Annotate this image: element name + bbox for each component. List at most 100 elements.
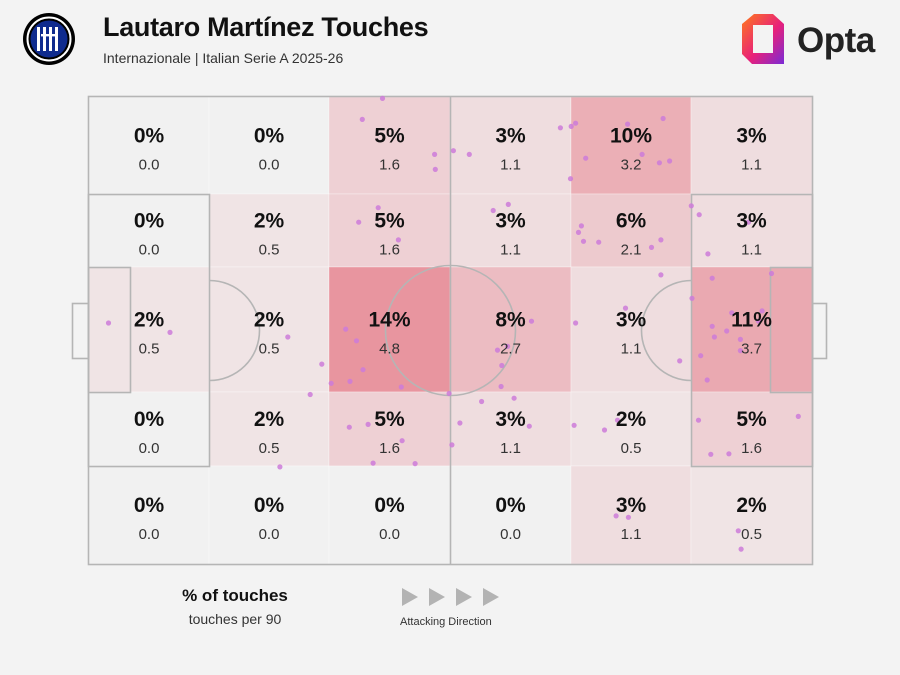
opta-mark-icon: [742, 14, 784, 64]
touch-dot: [567, 176, 574, 182]
touch-dot: [466, 151, 472, 157]
touch-dot: [695, 417, 702, 423]
heat-cell-r5-c4: [449, 465, 572, 565]
touch-dot: [768, 270, 775, 277]
cell-per90-label: 0.5: [621, 440, 642, 457]
heat-cell-r4-c2: [208, 391, 330, 467]
cell-percent-label: 3%: [616, 494, 647, 517]
cell-per90-label: 1.1: [500, 157, 521, 174]
heat-cell-r3-c6: [690, 266, 813, 393]
cell-percent-label: 0%: [254, 494, 285, 517]
cell-per90-label: 0.5: [741, 526, 762, 543]
heat-cell-r3-c2: [208, 266, 330, 393]
heat-cell-r5-c3: [328, 465, 451, 565]
cell-percent-label: 0%: [495, 494, 526, 517]
touch-dot: [398, 384, 404, 390]
touch-dot: [346, 424, 352, 430]
touch-dot: [660, 115, 666, 122]
cell-per90-label: 0.0: [259, 526, 280, 543]
chart-subtitle: Internazionale | Italian Serie A 2025-26: [103, 50, 344, 66]
cell-per90-label: 0.5: [259, 440, 280, 457]
cell-percent-label: 5%: [374, 408, 405, 431]
cell-per90-label: 2.7: [500, 341, 521, 358]
heat-cell-r1-c6: [690, 96, 813, 195]
touch-dot: [528, 318, 535, 324]
touch-dot: [505, 201, 511, 207]
cell-per90-label: 0.0: [139, 440, 160, 457]
touch-dot: [356, 219, 362, 225]
cell-percent-label: 3%: [616, 309, 647, 332]
cell-percent-label: 14%: [368, 309, 410, 332]
heat-cell-r1-c5: [570, 96, 692, 195]
touch-dot: [365, 421, 371, 427]
touch-dot: [343, 326, 349, 332]
cell-per90-label: 0.0: [259, 157, 280, 174]
touch-dots: [105, 95, 801, 552]
cell-percent-label: 3%: [495, 125, 526, 148]
left-goal: [71, 302, 90, 360]
cell-percent-label: 5%: [374, 210, 405, 233]
cell-per90-label: 0.5: [259, 242, 280, 259]
chart-header: Lautaro Martínez Touches Internazionale …: [0, 0, 900, 80]
touch-dot: [698, 353, 704, 359]
touch-dot: [614, 417, 621, 423]
touch-dot: [573, 120, 579, 126]
touch-dot: [795, 413, 801, 419]
pitch-markings: [71, 95, 828, 566]
touch-dot: [505, 343, 511, 349]
touch-dot: [432, 166, 438, 172]
touch-dot: [328, 380, 334, 386]
touch-dot: [511, 395, 517, 401]
direction-arrows: [400, 588, 510, 608]
touch-dot: [395, 237, 401, 243]
cell-per90-label: 1.1: [500, 242, 521, 259]
heat-cell-r5-c2: [208, 465, 330, 565]
cell-percent-label: 2%: [254, 408, 285, 431]
touch-dot: [498, 383, 504, 390]
touch-dot: [375, 205, 381, 211]
touch-dot: [307, 391, 313, 398]
touch-dot: [432, 151, 438, 157]
cell-per90-label: 1.1: [741, 157, 762, 174]
touch-dot: [709, 323, 715, 329]
cell-per90-label: 3.7: [741, 341, 762, 358]
touch-dot: [704, 377, 710, 383]
cell-percent-label: 5%: [374, 125, 405, 148]
heat-cell-r3-c3: [328, 266, 451, 393]
cell-per90-label: 1.6: [379, 242, 400, 259]
cell-percent-label: 2%: [134, 309, 165, 332]
cell-percent-label: 11%: [731, 309, 772, 332]
touch-dot: [580, 238, 587, 244]
legend: % of touches touches per 90: [150, 586, 320, 627]
heat-cell-r2-c6: [690, 193, 813, 268]
heat-cell-r4-c1: [88, 391, 210, 467]
cell-percent-label: 0%: [134, 125, 165, 148]
touch-dot: [494, 347, 501, 353]
touch-dot: [735, 528, 741, 534]
touch-dot: [658, 272, 664, 278]
touch-dot: [359, 116, 365, 122]
touch-dot: [167, 329, 173, 335]
touch-dot: [696, 212, 702, 218]
touch-dot: [622, 305, 629, 311]
touch-dot: [658, 237, 664, 243]
arrow-right-icon: [429, 588, 445, 606]
touch-dot: [578, 223, 585, 229]
cell-percent-label: 3%: [736, 210, 767, 233]
heat-cell-r2-c4: [449, 193, 572, 268]
arrow-right-icon: [402, 588, 418, 606]
touch-dot: [759, 308, 765, 314]
touch-dot: [571, 422, 577, 428]
touch-dot: [319, 361, 325, 367]
heat-cell-r4-c4: [449, 391, 572, 467]
touch-dot: [573, 320, 579, 326]
cell-per90-label: 1.6: [379, 157, 400, 174]
touch-dot: [568, 123, 574, 129]
touch-dot: [625, 121, 631, 127]
cell-percent-label: 0%: [134, 408, 165, 431]
touch-dot: [708, 451, 714, 457]
heat-cell-r4-c5: [570, 391, 692, 467]
touch-dot: [709, 275, 715, 281]
attacking-direction-label: Attacking Direction: [400, 616, 492, 628]
